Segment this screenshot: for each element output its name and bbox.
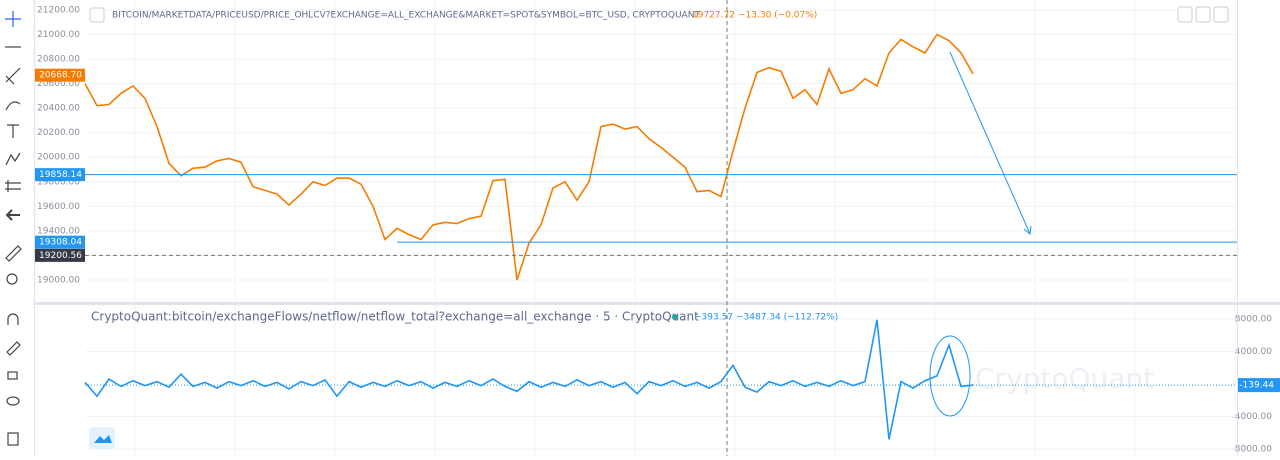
series-line <box>84 319 974 440</box>
series-line <box>84 33 974 281</box>
crosshair-tool[interactable] <box>5 11 21 27</box>
price-tag <box>35 235 85 249</box>
value-tag <box>1238 378 1280 393</box>
highlight-circle <box>929 335 971 417</box>
visibility-tool[interactable] <box>6 396 20 406</box>
price-series-title: BITCOIN/MARKETDATA/PRICEUSD/PRICE_OHLCV?… <box>112 11 700 21</box>
y-tick-label: 19000.00 <box>37 275 80 285</box>
y-tick-label: 19600.00 <box>37 202 80 212</box>
price-tag-label: 19308.04 <box>39 238 82 248</box>
price-tag-label: 20668.70 <box>39 71 82 81</box>
pane-buttons <box>1177 6 1229 23</box>
collapse-button[interactable] <box>89 7 105 23</box>
toolbar-bg <box>0 0 34 456</box>
price-tag <box>35 168 85 182</box>
y-tick-label: -8000.00 <box>1232 445 1273 455</box>
y-tick-label: 20000.00 <box>37 153 80 163</box>
y-tick-label: 20800.00 <box>37 55 80 65</box>
price-tag-label: 19200.56 <box>39 251 82 261</box>
status-dot <box>672 314 678 320</box>
lock-tool[interactable] <box>7 371 18 380</box>
y-tick-label: 21000.00 <box>37 30 80 40</box>
value-tag-label: -139.44 <box>1239 381 1274 391</box>
y-tick-label: -4000.00 <box>1232 412 1273 422</box>
move-down-button[interactable] <box>1177 6 1193 23</box>
watermark: CryptoQuant <box>975 362 1154 395</box>
forecast-tool[interactable] <box>5 180 21 192</box>
fib-tool[interactable] <box>5 67 21 85</box>
ruler-tool[interactable] <box>5 245 22 262</box>
magnet-tool[interactable] <box>7 313 19 325</box>
netflow-series-title: CryptoQuant:bitcoin/exchangeFlows/netflo… <box>91 310 699 324</box>
arrow-head <box>1023 225 1032 235</box>
zoom-tool[interactable] <box>6 273 18 285</box>
legend-value: −393.57 <box>694 313 733 323</box>
y-tick-label: 19400.00 <box>37 226 80 236</box>
y-tick-label: 20400.00 <box>37 104 80 114</box>
maximize-button[interactable] <box>1213 6 1229 23</box>
legend-change: −13.30 (−0.07%) <box>738 11 817 21</box>
y-tick-label: 19800.00 <box>37 177 80 187</box>
legend-change: −3487.34 (−112.72%) <box>736 313 838 323</box>
brush-tool[interactable] <box>5 101 21 111</box>
price-tag <box>35 68 85 82</box>
logo-icon <box>94 435 112 443</box>
draw-lock-tool[interactable] <box>6 341 21 356</box>
trend-arrow <box>949 51 1031 235</box>
trash-tool[interactable] <box>7 432 19 446</box>
price-tag-label: 19858.14 <box>39 170 82 180</box>
legend-price: 19727.72 <box>692 11 735 21</box>
text-tool[interactable] <box>7 124 19 138</box>
y-tick-label: 20600.00 <box>37 79 80 89</box>
close-button[interactable] <box>1195 6 1211 23</box>
y-tick-label: 4000.00 <box>1235 347 1272 357</box>
y-tick-label: 20200.00 <box>37 128 80 138</box>
y-tick-label: 8000.00 <box>1235 314 1272 324</box>
pattern-tool[interactable] <box>5 152 21 166</box>
toolbar <box>0 0 36 456</box>
price-tag <box>35 248 85 262</box>
y-tick-label: 21200.00 <box>37 5 80 15</box>
back-tool[interactable] <box>5 209 20 221</box>
